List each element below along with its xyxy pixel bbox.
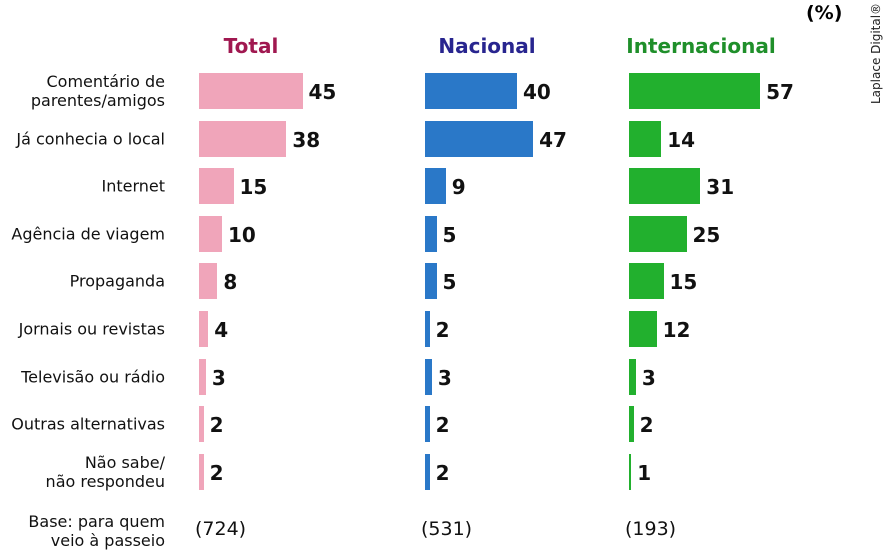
value-label: 15 [239,175,268,200]
value-label: 38 [292,127,321,152]
bar [629,311,657,347]
category-label: Já conhecia o local [16,129,165,149]
category-label: Comentário de parentes/amigos [30,72,165,110]
bar [425,120,534,157]
value-label: 5 [442,270,457,295]
value-label: 2 [435,413,450,438]
bar [629,168,701,205]
bar [199,73,303,109]
bar [629,406,634,443]
bar [425,311,430,347]
value-label: 45 [308,80,337,104]
bar [425,358,432,395]
bar [629,73,761,109]
value-label: 2 [435,460,450,485]
panel-title: Nacional [438,34,536,58]
bar [629,358,636,395]
bar [425,406,430,443]
category-label: Agência de viagem [11,224,165,244]
base-count: (193) [625,518,677,540]
value-label: 9 [451,175,466,200]
panel-title: Total [223,34,279,58]
value-label: 2 [639,413,654,438]
category-label: Jornais ou revistas [18,319,165,339]
watermark: Laplace Digital® [869,2,883,104]
unit-label: (%) [806,2,843,24]
category-label: Outras alternativas [11,414,165,434]
value-label: 10 [228,222,256,247]
category-label: Televisão ou rádio [21,367,165,387]
value-label: 5 [442,222,457,247]
base-count: (724) [195,518,247,540]
category-label: Não sabe/ não respondeu [45,452,165,491]
value-label: 47 [539,127,567,152]
value-label: 2 [435,318,450,342]
bar [199,215,222,252]
value-label: 2 [209,460,224,485]
bar [199,120,287,157]
value-label: 57 [766,80,794,104]
bar [425,453,430,490]
base-label: Base: para quem veio à passeio [28,512,165,550]
value-label: 25 [692,222,721,247]
bar [199,168,234,205]
bar [199,263,218,300]
value-label: 31 [706,175,735,200]
category-label: Internet [101,176,165,196]
bar [199,311,209,347]
value-label: 3 [211,365,226,390]
panel-title: Internacional [626,34,776,58]
value-label: 2 [209,413,224,438]
value-label: 4 [214,318,229,342]
bar [629,120,662,157]
value-label: 12 [662,318,691,342]
value-label: 15 [669,270,698,295]
bar [629,263,664,300]
bar [425,73,517,109]
bar [199,453,204,490]
value-label: 1 [637,460,652,485]
bar [199,358,206,395]
bar [199,406,204,443]
bar [629,215,687,252]
value-label: 40 [523,80,551,104]
base-count: (531) [421,518,473,540]
value-label: 3 [437,365,452,390]
bar [425,168,446,205]
category-label: Propaganda [69,271,165,291]
bar [425,215,437,252]
bar [629,453,632,490]
bar [425,263,437,300]
value-label: 14 [667,127,696,152]
value-label: 8 [223,270,238,295]
value-label: 3 [641,365,656,390]
